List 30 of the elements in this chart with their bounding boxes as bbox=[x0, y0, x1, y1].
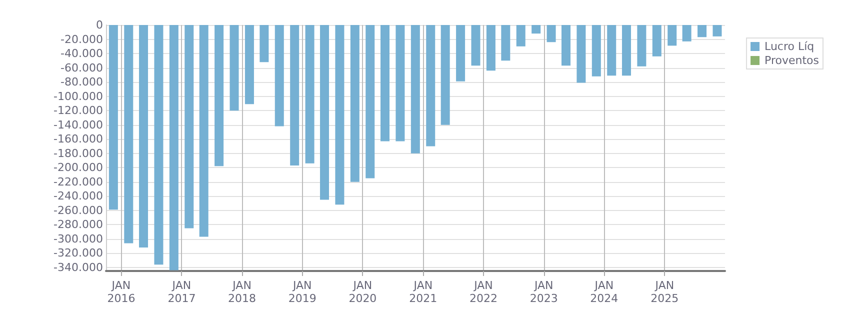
x-tick-label: JAN 2017 bbox=[168, 279, 196, 305]
y-tick-label: -200.000 bbox=[54, 161, 103, 174]
x-tick-label: JAN 2024 bbox=[590, 279, 618, 305]
x-tick-label: JAN 2018 bbox=[228, 279, 256, 305]
y-tick-label: -40.000 bbox=[60, 47, 103, 60]
legend-label: Lucro Líq bbox=[764, 40, 814, 53]
y-tick-label: -320.000 bbox=[54, 246, 103, 260]
y-tick-label: -240.000 bbox=[54, 190, 103, 203]
x-tick-label: JAN 2020 bbox=[348, 279, 377, 305]
y-tick-label: -120.000 bbox=[54, 104, 103, 118]
x-tick-label: JAN 2016 bbox=[107, 279, 136, 305]
y-tick-label: -220.000 bbox=[54, 175, 103, 188]
y-tick-label: -140.000 bbox=[54, 118, 103, 132]
x-tick-label: JAN 2025 bbox=[650, 279, 679, 305]
y-tick-label: -60.000 bbox=[60, 61, 103, 74]
y-tick-label: -160.000 bbox=[54, 132, 103, 146]
y-tick-label: -340.000 bbox=[54, 260, 103, 274]
x-tick-label: JAN 2023 bbox=[530, 279, 558, 305]
x-tick-label: JAN 2022 bbox=[470, 279, 498, 305]
y-tick-label: -260.000 bbox=[54, 204, 103, 217]
legend-label: Proventos bbox=[764, 54, 820, 67]
x-tick-label: JAN 2019 bbox=[288, 279, 316, 305]
x-tick-label: JAN 2021 bbox=[409, 279, 438, 305]
y-tick-label: -80.000 bbox=[60, 76, 103, 89]
y-tick-label: -280.000 bbox=[54, 218, 103, 232]
y-tick-label: -20.000 bbox=[60, 32, 103, 46]
y-tick-label: -300.000 bbox=[54, 232, 103, 246]
y-tick-label: -100.000 bbox=[54, 90, 103, 103]
y-tick-label: 0 bbox=[96, 18, 103, 32]
y-tick-label: -180.000 bbox=[54, 146, 103, 160]
